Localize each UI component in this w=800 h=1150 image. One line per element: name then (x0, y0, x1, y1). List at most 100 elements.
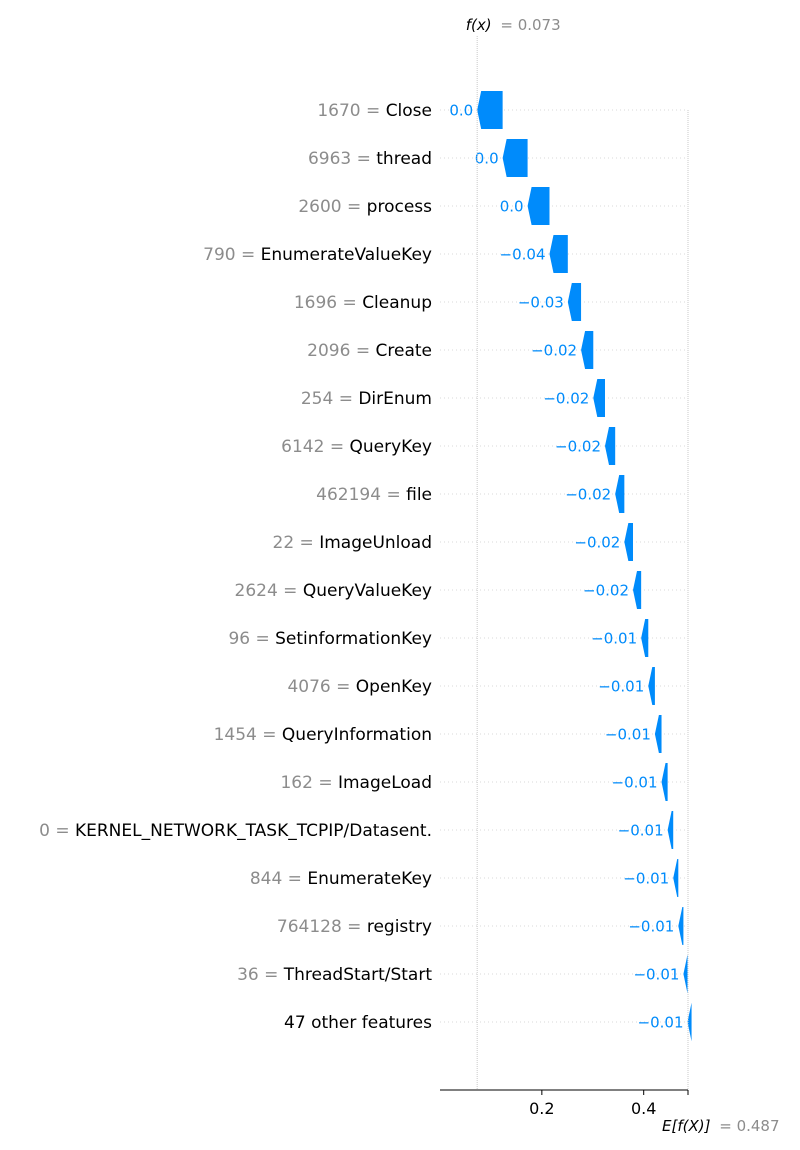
feature-name: SetinformationKey (275, 629, 432, 649)
feature-name: Create (376, 341, 433, 361)
bar-value-label: 0.0 (475, 150, 499, 168)
feature-label: 6963 = thread (308, 149, 432, 169)
bar-value-label: −0.02 (565, 486, 611, 504)
fx-label: f(x) (466, 16, 492, 34)
shap-bar (527, 187, 550, 225)
bars-layer: 0.0 0.0 0.0 −0.04 −0.03 −0.02 −0.02 −0.02 −0.02 −… (449, 91, 692, 1041)
shap-bar (661, 763, 668, 801)
bar-value-label: 0.0 (500, 198, 524, 216)
feature-name: ImageLoad (338, 773, 432, 793)
feature-value: 4076 = (287, 677, 355, 697)
feature-name: DirEnum (358, 389, 432, 409)
feature-label: 47 other features (284, 1013, 432, 1033)
shap-bar (604, 427, 616, 465)
feature-label: 790 = EnumerateValueKey (203, 245, 432, 265)
feature-label: 1454 = QueryInformation (214, 725, 432, 745)
fx-annotation: f(x) = 0.073 (466, 16, 561, 34)
feature-name: EnumerateValueKey (261, 245, 432, 265)
feature-name: OpenKey (356, 677, 432, 697)
bar-value-label: −0.02 (555, 438, 601, 456)
shap-bar (667, 811, 674, 849)
feature-name: Cleanup (362, 293, 432, 313)
feature-value: 36 = (237, 965, 284, 985)
feature-value: 844 = (250, 869, 308, 889)
shap-bar (567, 283, 582, 321)
bar-value-label: −0.01 (618, 822, 664, 840)
shap-bar (615, 475, 625, 513)
feature-value: 1454 = (214, 725, 282, 745)
feature-value: 162 = (280, 773, 338, 793)
feature-name: 47 other features (284, 1013, 432, 1033)
x-axis-ticks: 0.2 0.4 (529, 1090, 689, 1118)
feature-value: 1670 = (317, 101, 385, 121)
bar-value-label: −0.01 (612, 774, 658, 792)
feature-label: 4076 = OpenKey (287, 677, 432, 697)
feature-label: 96 = SetinformationKey (228, 629, 432, 649)
feature-label: 6142 = QueryKey (281, 437, 432, 457)
bar-value-label: −0.02 (531, 342, 577, 360)
feature-label: 22 = ImageUnload (273, 533, 432, 553)
shap-bar (678, 907, 684, 945)
feature-value: 764128 = (277, 917, 367, 937)
shap-bar (687, 1003, 692, 1041)
shap-bar (683, 955, 688, 993)
fx-value: = 0.073 (500, 16, 560, 34)
bar-value-label: −0.01 (638, 1014, 684, 1032)
feature-name: ThreadStart/Start (283, 965, 433, 985)
feature-value: 6963 = (308, 149, 376, 169)
shap-bar (641, 619, 649, 657)
shap-bar (648, 667, 655, 705)
feature-label: 462194 = file (316, 485, 432, 505)
shap-bar (633, 571, 642, 609)
feature-name: QueryInformation (282, 725, 432, 745)
feature-value: 2624 = (235, 581, 303, 601)
feature-name: thread (376, 149, 432, 169)
feature-name: QueryKey (350, 437, 433, 457)
feature-value: 0 = (39, 821, 75, 841)
feature-name: EnumerateKey (307, 869, 432, 889)
feature-label: 2096 = Create (307, 341, 432, 361)
bar-value-label: −0.01 (633, 966, 679, 984)
feature-value: 6142 = (281, 437, 349, 457)
shap-bar (549, 235, 568, 273)
bar-value-label: −0.01 (605, 726, 651, 744)
feature-labels: 1670 = Close 6963 = thread 2600 = process 7… (39, 101, 432, 1033)
feature-label: 2600 = process (298, 197, 432, 217)
feature-value: 2096 = (307, 341, 375, 361)
bar-value-label: −0.02 (543, 390, 589, 408)
bar-value-label: −0.01 (628, 918, 674, 936)
feature-label: 254 = DirEnum (301, 389, 432, 409)
feature-name: process (367, 197, 432, 217)
feature-name: KERNEL_NETWORK_TASK_TCPIP/Datasent. (75, 821, 432, 841)
feature-value: 790 = (203, 245, 261, 265)
shap-bar (477, 91, 503, 129)
feature-name: QueryValueKey (303, 581, 432, 601)
feature-label: 1670 = Close (317, 101, 432, 121)
feature-name: Close (386, 101, 432, 121)
shap-bar (654, 715, 662, 753)
shap-bar (593, 379, 605, 417)
bar-value-label: 0.0 (449, 102, 473, 120)
bar-value-label: −0.02 (583, 582, 629, 600)
feature-label: 162 = ImageLoad (280, 773, 432, 793)
base-annotation: E[f(X)] = 0.487 (662, 1117, 780, 1135)
feature-value: 2600 = (298, 197, 366, 217)
shap-bar (502, 139, 528, 177)
feature-name: file (406, 485, 432, 505)
feature-value: 22 = (273, 533, 320, 553)
x-tick-label: 0.2 (529, 1099, 554, 1118)
base-value: = 0.487 (719, 1117, 779, 1135)
x-tick-label: 0.4 (631, 1099, 656, 1118)
feature-label: 2624 = QueryValueKey (235, 581, 433, 601)
feature-value: 96 = (228, 629, 275, 649)
x-axis: 0.2 0.4 (440, 1089, 689, 1118)
feature-label: 764128 = registry (277, 917, 432, 937)
feature-value: 254 = (301, 389, 359, 409)
base-label: E[f(X)] (662, 1117, 711, 1135)
feature-name: ImageUnload (319, 533, 432, 553)
feature-label: 36 = ThreadStart/Start (237, 965, 432, 985)
bar-value-label: −0.01 (591, 630, 637, 648)
feature-label: 0 = KERNEL_NETWORK_TASK_TCPIP/Datasent. (39, 821, 432, 841)
feature-value: 1696 = (294, 293, 362, 313)
